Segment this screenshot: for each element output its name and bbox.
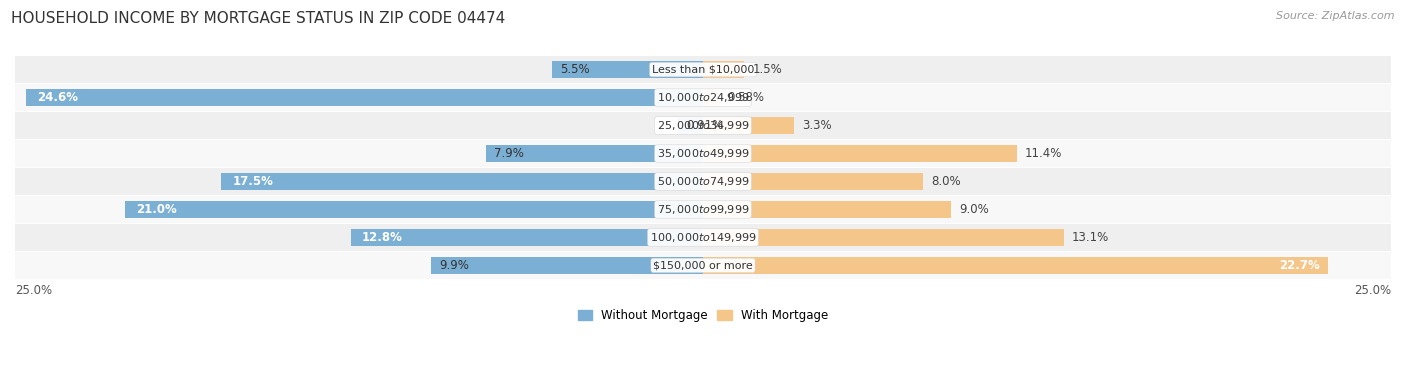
Bar [430, 257, 703, 274]
Bar [0, 252, 1406, 279]
Text: 3.3%: 3.3% [801, 119, 832, 132]
Text: 25.0%: 25.0% [1354, 284, 1391, 297]
Bar [551, 61, 703, 78]
Bar [25, 89, 703, 106]
Bar [678, 117, 703, 134]
Text: 22.7%: 22.7% [1278, 259, 1319, 272]
Legend: Without Mortgage, With Mortgage: Without Mortgage, With Mortgage [574, 304, 832, 327]
Text: 11.4%: 11.4% [1025, 147, 1063, 160]
Text: 5.5%: 5.5% [560, 63, 589, 76]
Bar [0, 56, 1406, 83]
Text: 7.9%: 7.9% [494, 147, 523, 160]
Text: $75,000 to $99,999: $75,000 to $99,999 [657, 203, 749, 216]
Text: $25,000 to $34,999: $25,000 to $34,999 [657, 119, 749, 132]
Text: $10,000 to $24,999: $10,000 to $24,999 [657, 91, 749, 104]
Text: $35,000 to $49,999: $35,000 to $49,999 [657, 147, 749, 160]
Bar [0, 112, 1406, 139]
Text: 13.1%: 13.1% [1071, 231, 1109, 244]
Text: 9.0%: 9.0% [959, 203, 988, 216]
Text: Source: ZipAtlas.com: Source: ZipAtlas.com [1277, 11, 1395, 21]
Bar [350, 229, 703, 246]
Bar [485, 145, 703, 162]
Text: 25.0%: 25.0% [15, 284, 52, 297]
Text: 24.6%: 24.6% [37, 91, 77, 104]
Bar [0, 196, 1406, 223]
Text: 21.0%: 21.0% [136, 203, 177, 216]
Text: 0.58%: 0.58% [727, 91, 765, 104]
Bar [703, 117, 794, 134]
Bar [125, 201, 703, 218]
Bar [703, 89, 718, 106]
Bar [703, 173, 924, 190]
Text: $100,000 to $149,999: $100,000 to $149,999 [650, 231, 756, 244]
Text: 17.5%: 17.5% [232, 175, 273, 188]
Text: 8.0%: 8.0% [931, 175, 962, 188]
Text: 9.9%: 9.9% [439, 259, 468, 272]
Bar [703, 201, 950, 218]
Bar [0, 84, 1406, 111]
Text: Less than $10,000: Less than $10,000 [652, 65, 754, 74]
Text: 0.91%: 0.91% [686, 119, 724, 132]
Bar [703, 145, 1017, 162]
Bar [221, 173, 703, 190]
Bar [703, 61, 744, 78]
Text: 12.8%: 12.8% [361, 231, 402, 244]
Bar [0, 224, 1406, 251]
Text: $50,000 to $74,999: $50,000 to $74,999 [657, 175, 749, 188]
Text: 1.5%: 1.5% [752, 63, 782, 76]
Bar [703, 229, 1063, 246]
Bar [0, 140, 1406, 167]
Text: $150,000 or more: $150,000 or more [654, 260, 752, 270]
Bar [703, 257, 1327, 274]
Text: HOUSEHOLD INCOME BY MORTGAGE STATUS IN ZIP CODE 04474: HOUSEHOLD INCOME BY MORTGAGE STATUS IN Z… [11, 11, 506, 26]
Bar [0, 168, 1406, 195]
